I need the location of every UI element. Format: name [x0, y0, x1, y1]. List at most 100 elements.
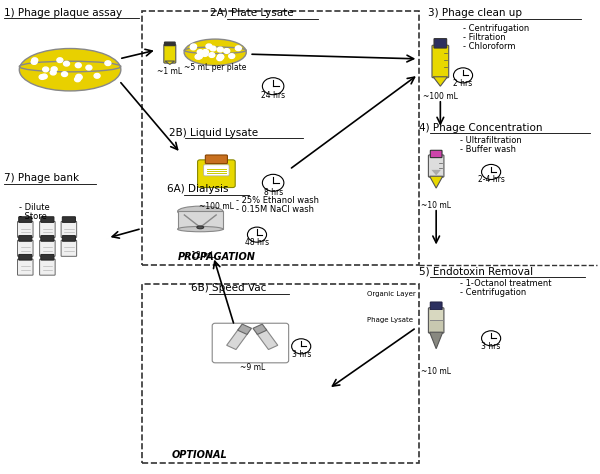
Text: 6A) Dialysis: 6A) Dialysis — [167, 184, 229, 194]
Text: OPTIONAL: OPTIONAL — [172, 450, 227, 460]
FancyBboxPatch shape — [205, 155, 227, 164]
Text: 3 hrs: 3 hrs — [292, 350, 311, 359]
FancyBboxPatch shape — [19, 255, 32, 260]
Circle shape — [76, 74, 82, 79]
FancyBboxPatch shape — [432, 45, 449, 78]
FancyBboxPatch shape — [40, 221, 55, 237]
Circle shape — [197, 50, 203, 55]
FancyBboxPatch shape — [428, 155, 444, 177]
Circle shape — [43, 67, 49, 72]
Circle shape — [202, 50, 208, 55]
Circle shape — [195, 55, 201, 59]
Text: 2A) Plate Lysate: 2A) Plate Lysate — [211, 9, 294, 18]
Polygon shape — [430, 176, 443, 188]
FancyBboxPatch shape — [40, 240, 55, 256]
Text: 24 hrs: 24 hrs — [261, 91, 285, 100]
Circle shape — [209, 53, 215, 57]
Text: 6B) Speed Vac: 6B) Speed Vac — [191, 283, 266, 293]
Ellipse shape — [178, 206, 223, 217]
Circle shape — [202, 52, 208, 56]
Circle shape — [224, 49, 230, 54]
Circle shape — [62, 72, 68, 76]
FancyBboxPatch shape — [41, 217, 54, 222]
FancyBboxPatch shape — [430, 150, 442, 157]
Text: ~9 mL: ~9 mL — [239, 363, 265, 372]
Text: PROPAGATION: PROPAGATION — [178, 252, 256, 262]
Circle shape — [75, 63, 81, 68]
Circle shape — [210, 46, 216, 51]
Circle shape — [32, 58, 38, 63]
Text: - Centrifugation: - Centrifugation — [463, 24, 529, 33]
Circle shape — [105, 61, 111, 65]
Circle shape — [50, 70, 56, 75]
Text: 48 hrs: 48 hrs — [245, 238, 269, 247]
FancyBboxPatch shape — [203, 165, 229, 176]
Text: 8 hrs: 8 hrs — [263, 188, 283, 197]
FancyBboxPatch shape — [434, 38, 446, 48]
Circle shape — [57, 58, 63, 63]
FancyBboxPatch shape — [61, 240, 77, 256]
Text: - 1-Octanol treatment: - 1-Octanol treatment — [460, 280, 551, 289]
Circle shape — [217, 47, 223, 52]
Polygon shape — [431, 170, 441, 175]
FancyBboxPatch shape — [430, 310, 443, 320]
Text: ~100 mL: ~100 mL — [423, 92, 458, 101]
FancyBboxPatch shape — [178, 211, 223, 229]
Circle shape — [74, 77, 80, 82]
Ellipse shape — [184, 39, 246, 65]
Circle shape — [217, 56, 223, 61]
FancyBboxPatch shape — [17, 221, 33, 237]
FancyBboxPatch shape — [164, 42, 175, 46]
Circle shape — [64, 61, 70, 66]
Circle shape — [51, 67, 57, 72]
Text: 7) Phage bank: 7) Phage bank — [4, 173, 79, 183]
Polygon shape — [253, 324, 267, 335]
Text: ~1 mL: ~1 mL — [157, 67, 182, 76]
Polygon shape — [433, 77, 448, 86]
Text: - 0.15M NaCl wash: - 0.15M NaCl wash — [235, 205, 314, 214]
FancyBboxPatch shape — [61, 221, 77, 237]
Polygon shape — [257, 329, 278, 349]
FancyBboxPatch shape — [17, 240, 33, 256]
Ellipse shape — [19, 48, 121, 91]
Polygon shape — [227, 329, 248, 349]
Text: - Filtration: - Filtration — [463, 33, 506, 42]
FancyBboxPatch shape — [41, 236, 54, 241]
Text: 4) Phage Concentration: 4) Phage Concentration — [419, 123, 543, 133]
Circle shape — [218, 55, 224, 59]
Text: - Buffer wash: - Buffer wash — [460, 145, 516, 154]
Text: - Dilute: - Dilute — [19, 203, 50, 212]
Circle shape — [31, 60, 37, 64]
Text: Organic Layer: Organic Layer — [367, 291, 416, 297]
Text: ~100 mL: ~100 mL — [199, 202, 234, 211]
Text: ~12 mL: ~12 mL — [185, 251, 215, 260]
Circle shape — [39, 74, 45, 79]
FancyBboxPatch shape — [17, 259, 33, 275]
Text: 3 hrs: 3 hrs — [481, 342, 501, 351]
Text: - Store: - Store — [19, 212, 47, 221]
Ellipse shape — [197, 226, 203, 229]
FancyBboxPatch shape — [62, 236, 76, 241]
Circle shape — [229, 54, 235, 58]
FancyBboxPatch shape — [164, 44, 176, 63]
Text: 5) Endotoxin Removal: 5) Endotoxin Removal — [419, 267, 533, 277]
Circle shape — [218, 54, 224, 59]
Circle shape — [206, 44, 212, 49]
Circle shape — [190, 45, 196, 50]
Text: ~10 mL: ~10 mL — [421, 367, 451, 376]
Polygon shape — [238, 324, 251, 335]
Ellipse shape — [178, 227, 223, 232]
Circle shape — [94, 73, 100, 78]
Text: 2B) Liquid Lysate: 2B) Liquid Lysate — [169, 128, 258, 137]
Circle shape — [86, 65, 92, 70]
FancyBboxPatch shape — [19, 217, 32, 222]
Text: - 25% Ethanol wash: - 25% Ethanol wash — [235, 196, 319, 205]
FancyBboxPatch shape — [41, 255, 54, 260]
Circle shape — [196, 54, 202, 59]
FancyBboxPatch shape — [428, 308, 444, 333]
Text: - Chloroform: - Chloroform — [463, 42, 515, 51]
Polygon shape — [165, 61, 175, 64]
FancyBboxPatch shape — [197, 160, 235, 188]
Circle shape — [41, 74, 47, 79]
Text: 1) Phage plaque assay: 1) Phage plaque assay — [4, 8, 122, 18]
